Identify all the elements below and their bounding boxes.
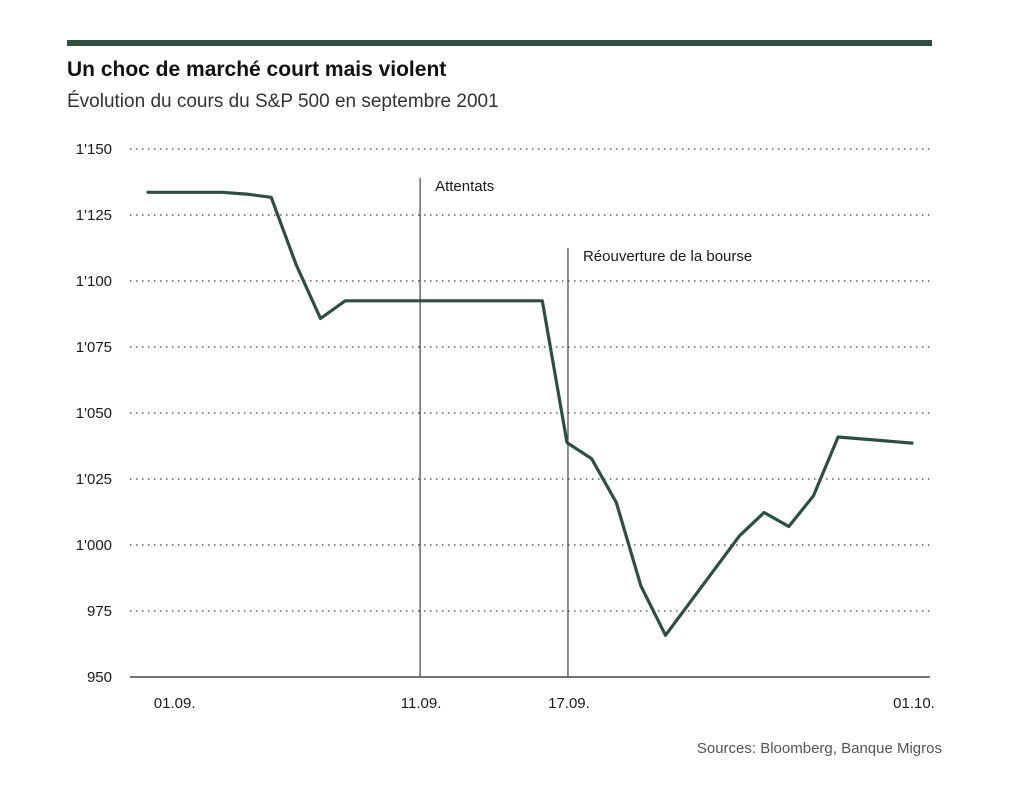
y-tick-label: 1'050 — [76, 405, 112, 422]
y-tick-label: 1'000 — [76, 537, 112, 554]
y-tick-label: 1'100 — [76, 273, 112, 290]
chart-subtitle: Évolution du cours du S&P 500 en septemb… — [67, 91, 499, 112]
annotation-label: Attentats — [435, 178, 494, 195]
series-line — [146, 190, 914, 637]
top-rule — [67, 40, 932, 46]
x-tick-label: 17.09. — [548, 695, 590, 712]
y-tick-label: 1'075 — [76, 339, 112, 356]
annotation-label: Réouverture de la bourse — [583, 248, 752, 265]
x-tick-label: 01.10. — [893, 695, 935, 712]
y-tick-label: 1'125 — [76, 207, 112, 224]
x-tick-label: 01.09. — [154, 695, 196, 712]
y-tick-label: 950 — [87, 669, 112, 686]
x-tick-label: 11.09. — [401, 695, 442, 712]
source-note: Sources: Bloomberg, Banque Migros — [696, 740, 942, 757]
y-tick-label: 1'025 — [76, 471, 112, 488]
y-tick-label: 1'150 — [76, 141, 112, 158]
y-tick-label: 975 — [87, 603, 112, 620]
chart-title: Un choc de marché court mais violent — [67, 58, 447, 81]
